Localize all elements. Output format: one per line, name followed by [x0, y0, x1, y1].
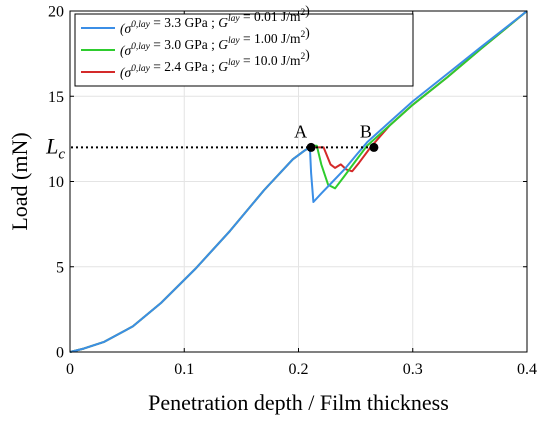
point-b-label: B	[360, 121, 372, 141]
point-b-marker	[369, 142, 379, 152]
x-tick-label: 0.2	[289, 361, 309, 378]
legend-text: (σ0,lay = 3.0 GPa ; Glay = 1.00 J/m2)	[120, 25, 310, 58]
y-tick-label: 0	[56, 345, 64, 362]
x-tick-label: 0	[66, 361, 74, 378]
x-tick-label: 0.1	[174, 361, 194, 378]
y-tick-label: 5	[56, 259, 64, 276]
legend-text: (σ0,lay = 2.4 GPa ; Glay = 10.0 J/m2)	[120, 47, 310, 80]
y-tick-label: 20	[48, 4, 64, 21]
y-axis-label: Load (mN)	[7, 132, 32, 230]
point-a-marker	[306, 142, 316, 152]
x-tick-label: 0.4	[517, 361, 537, 378]
legend: (σ0,lay = 3.3 GPa ; Glay = 0.01 J/m2) (σ…	[74, 3, 414, 87]
legend-box	[74, 13, 414, 87]
legend-entry: (σ0,lay = 2.4 GPa ; Glay = 10.0 J/m2)	[81, 47, 310, 80]
point-a-label: A	[294, 121, 307, 141]
axis-ticks: 0 0.1 0.2 0.3 0.4 0 5 10 15 20	[48, 4, 537, 379]
series-lines	[69, 10, 528, 353]
annotations: Lc A B	[45, 121, 379, 162]
critical-load-label: Lc	[45, 133, 65, 162]
x-axis-label: Penetration depth / Film thickness	[148, 390, 449, 415]
legend-entry: (σ0,lay = 3.3 GPa ; Glay = 0.01 J/m2)	[81, 3, 310, 36]
x-tick-label: 0.3	[403, 361, 423, 378]
legend-text: (σ0,lay = 3.3 GPa ; Glay = 0.01 J/m2)	[120, 3, 310, 36]
y-tick-label: 15	[48, 89, 64, 106]
legend-entry: (σ0,lay = 3.0 GPa ; Glay = 1.00 J/m2)	[81, 25, 310, 58]
series-line	[69, 10, 528, 353]
y-tick-label: 10	[48, 174, 64, 191]
